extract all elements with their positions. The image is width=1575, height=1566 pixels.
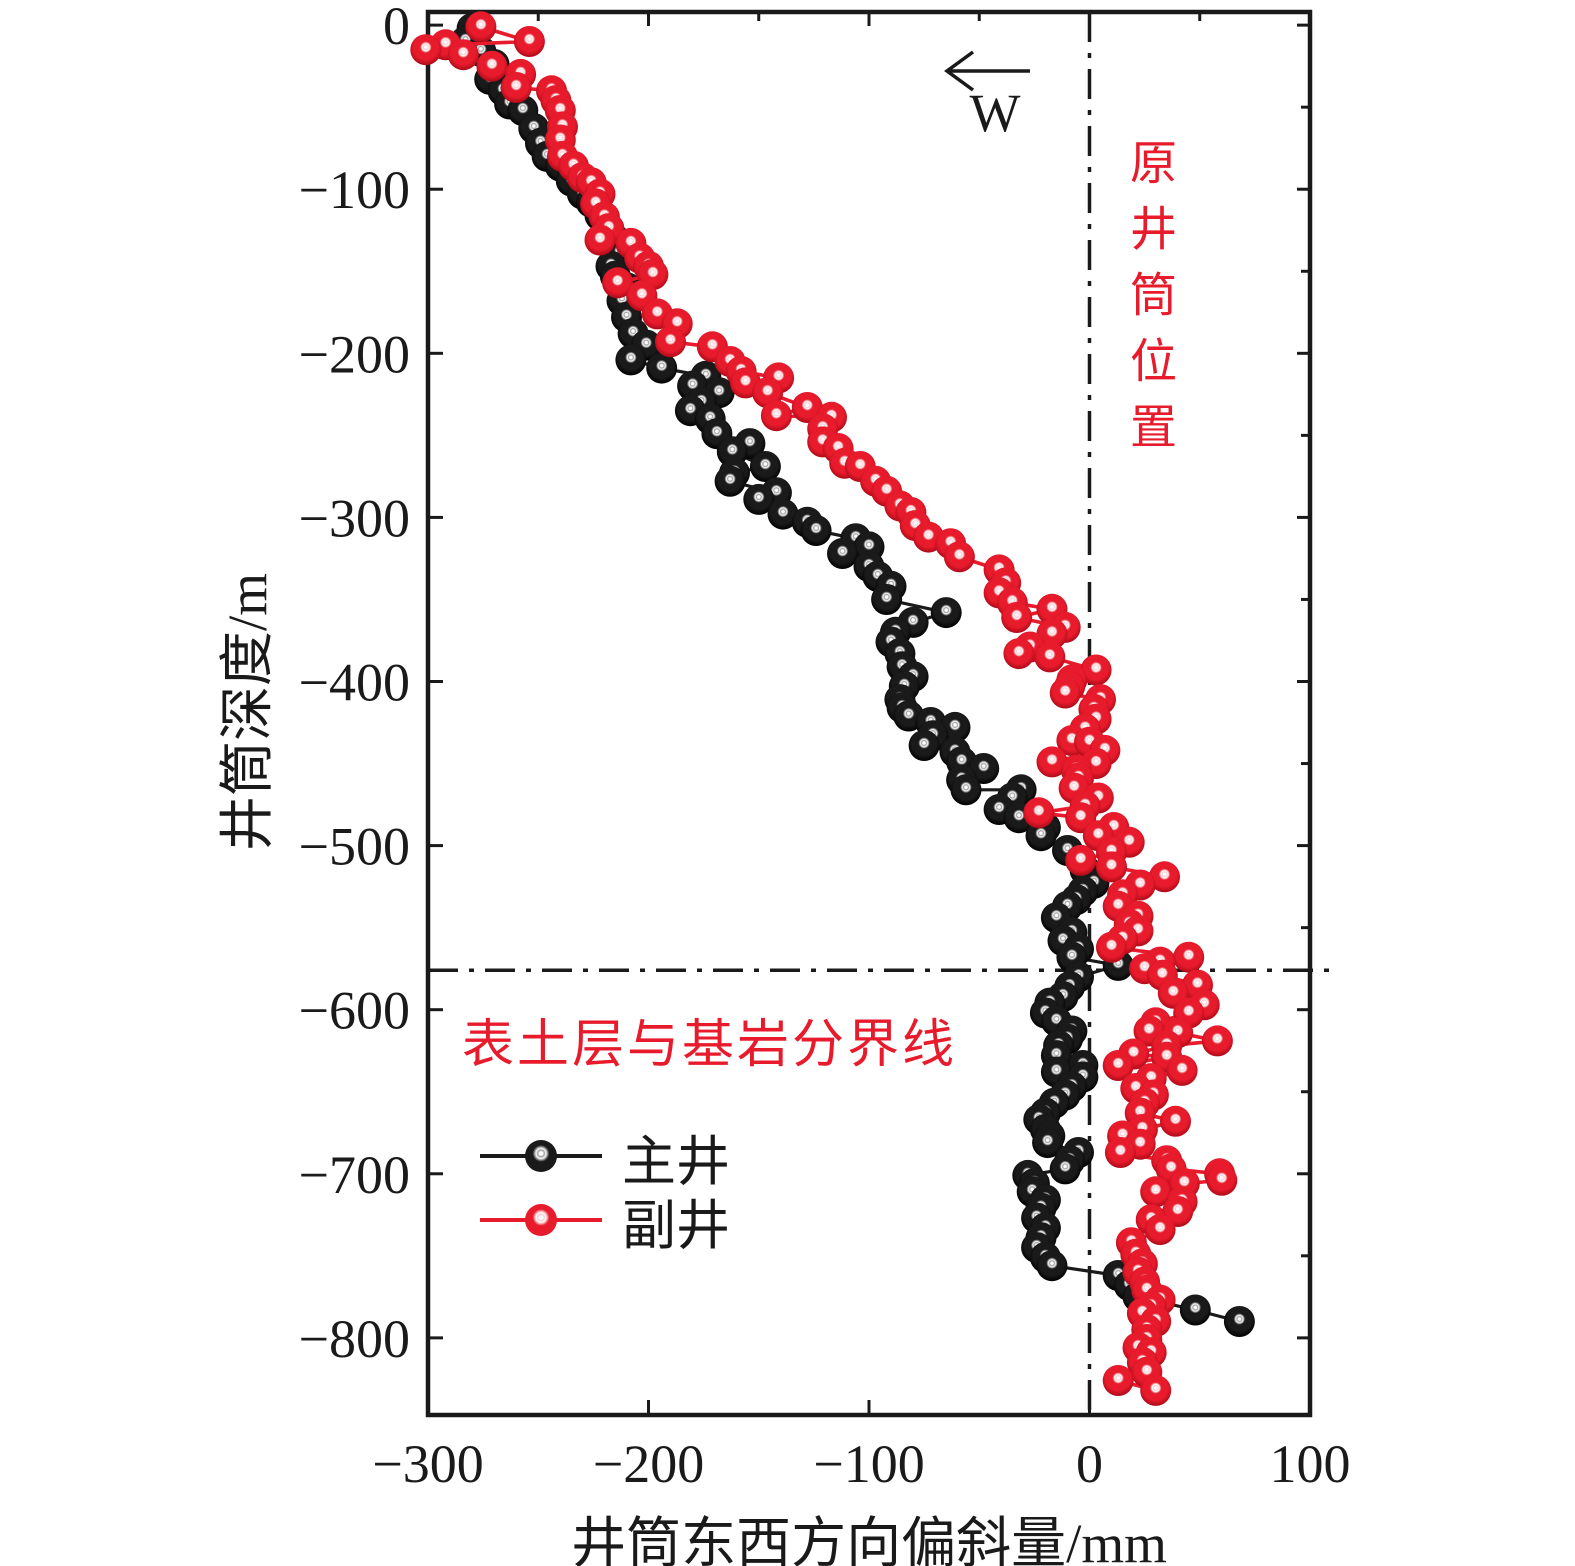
data-point [930, 597, 962, 629]
data-point [1206, 1164, 1238, 1196]
data-point [1023, 797, 1055, 829]
data-point [1144, 1214, 1176, 1246]
x-axis-title: 井筒东西方向偏斜量/mm [571, 1513, 1167, 1566]
y-tick-label: −300 [299, 488, 410, 548]
data-point [1034, 641, 1066, 673]
data-point [1173, 941, 1205, 973]
data-point [1065, 844, 1097, 876]
y-tick-label: 0 [383, 0, 410, 56]
legend-ball-icon [525, 1204, 557, 1236]
data-point [1104, 1137, 1136, 1168]
legend-label-aux-shaft: 副井 [622, 1195, 730, 1256]
west-label: W [970, 83, 1021, 143]
data-point [646, 352, 678, 384]
legend-item-main-shaft: 主井 [480, 1128, 730, 1192]
soil-bedrock-boundary-label: 表土层与基岩分界线 [462, 1017, 958, 1074]
data-point [1036, 746, 1068, 778]
data-point [1049, 677, 1081, 709]
data-point [1049, 1153, 1081, 1185]
data-point [1036, 1250, 1068, 1282]
y-tick-label: −400 [299, 653, 410, 713]
data-point [602, 267, 634, 299]
data-point [1102, 1365, 1134, 1396]
data-point [950, 774, 982, 806]
y-tick-label: −600 [299, 981, 410, 1041]
x-tick-label: −200 [593, 1434, 704, 1494]
legend: 主井 副井 [480, 1128, 730, 1256]
data-point [1096, 931, 1127, 963]
legend-swatch-aux-shaft [480, 1192, 602, 1248]
data-point [1166, 1054, 1198, 1086]
data-point [1003, 638, 1035, 670]
data-point [714, 465, 746, 497]
data-point [615, 344, 647, 376]
x-tick-label: −300 [372, 1434, 483, 1494]
data-point [1025, 820, 1057, 852]
data-point [465, 11, 497, 43]
y-tick-label: −500 [299, 817, 410, 877]
data-point [1001, 602, 1033, 633]
west-arrow-icon [944, 50, 1030, 92]
legend-item-aux-shaft: 副井 [480, 1192, 730, 1256]
y-tick-label: −800 [299, 1309, 410, 1369]
data-point [1096, 851, 1127, 883]
y-tick-label: −700 [299, 1145, 410, 1205]
data-point [410, 34, 442, 66]
x-tick-label: 100 [1270, 1434, 1351, 1494]
data-point [1160, 1105, 1191, 1137]
data-point [513, 26, 545, 57]
data-point [908, 730, 940, 761]
data-point [1080, 654, 1112, 686]
data-point [500, 72, 532, 103]
data-point [1201, 1025, 1233, 1057]
y-tick-label: −200 [299, 324, 410, 384]
data-point [1140, 1374, 1172, 1406]
x-tick-label: 0 [1076, 1434, 1103, 1494]
y-axis-title: 井筒深度/m [217, 572, 278, 852]
data-point [743, 483, 775, 515]
data-point [476, 50, 508, 82]
data-point [1140, 1176, 1172, 1208]
data-point [1032, 1127, 1064, 1159]
data-point [749, 451, 781, 482]
data-point [871, 584, 903, 615]
x-tick-label: −100 [813, 1434, 924, 1494]
data-point [791, 392, 823, 423]
data-point [1102, 1050, 1134, 1081]
data-point [584, 224, 616, 256]
data-point [1223, 1306, 1255, 1337]
data-point [655, 326, 686, 358]
legend-label-main-shaft: 主井 [622, 1131, 730, 1192]
data-point [800, 515, 832, 546]
legend-ball-icon [525, 1140, 557, 1172]
data-point [760, 400, 792, 432]
data-point [767, 498, 799, 530]
series-aux-shaft [410, 11, 1238, 1406]
y-tick-label: −100 [299, 160, 410, 220]
data-point [1179, 1294, 1211, 1326]
tick-labels: −300 −200 −100 0 100 0 −100 −200 −300 −400 −500 −60… [299, 0, 1351, 1494]
data-point [1149, 861, 1180, 893]
data-point [827, 538, 858, 569]
original-shaft-position-label: 原井筒位置 [1122, 138, 1174, 468]
legend-swatch-main-shaft [480, 1128, 602, 1184]
data-point [447, 39, 479, 71]
data-point [943, 541, 975, 573]
